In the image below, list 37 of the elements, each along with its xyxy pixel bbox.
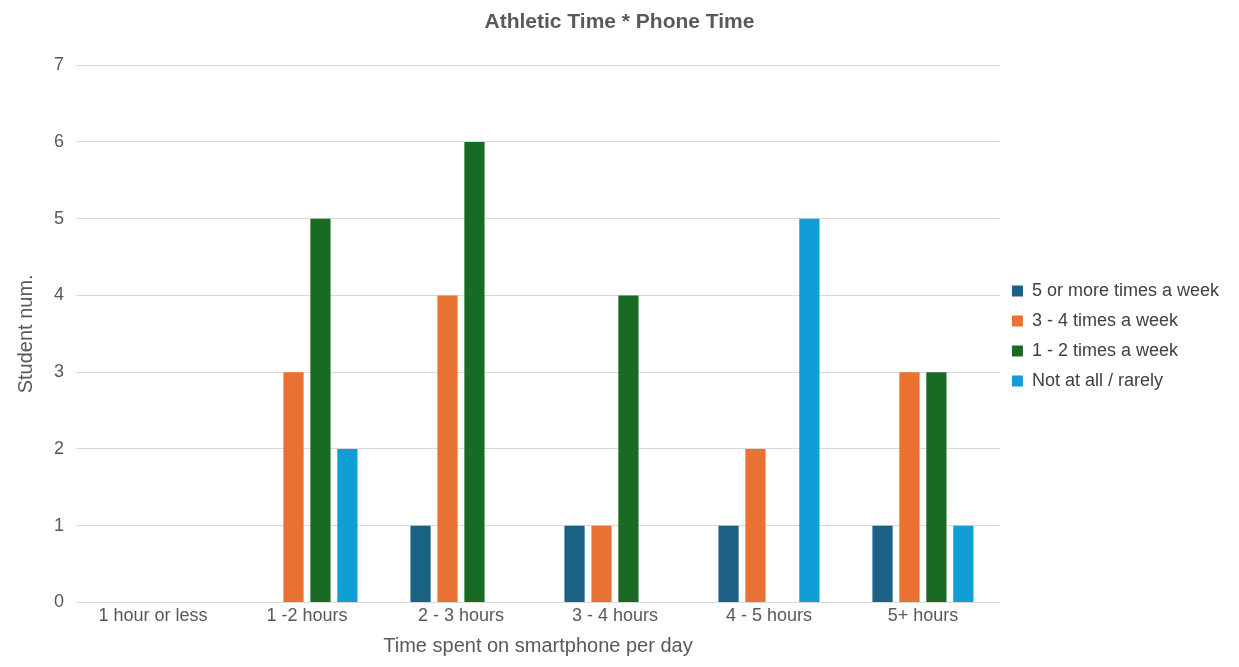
bar	[953, 525, 974, 602]
x-tick-label: 4 - 5 hours	[725, 605, 812, 626]
bar	[899, 372, 920, 602]
bar	[464, 141, 485, 602]
y-tick-label: 3	[54, 361, 65, 382]
bar	[799, 218, 820, 602]
bar	[872, 525, 893, 602]
x-tick-label: 1 hour or less	[98, 605, 208, 626]
y-tick-label: 1	[54, 514, 65, 535]
bar	[718, 525, 739, 602]
y-axis-title: Student num.	[13, 274, 36, 394]
bar	[310, 218, 331, 602]
legend-label: Not at all / rarely	[1031, 369, 1163, 390]
bar	[410, 525, 431, 602]
legend-label: 3 - 4 times a week	[1031, 309, 1179, 330]
y-tick-label: 7	[54, 54, 65, 75]
x-tick-label: 1 -2 hours	[266, 605, 348, 626]
bar	[564, 525, 585, 602]
bar	[437, 295, 458, 602]
x-tick-label: 3 - 4 hours	[571, 605, 658, 626]
y-tick-label: 5	[54, 207, 65, 228]
y-tick-label: 4	[54, 284, 65, 305]
x-axis-title: Time spent on smartphone per day	[383, 633, 693, 656]
chart-title: Athletic Time * Phone Time	[484, 9, 755, 33]
x-tick-label: 2 - 3 hours	[417, 605, 504, 626]
y-tick-label: 2	[54, 437, 65, 458]
y-tick-label: 6	[54, 130, 65, 151]
bar	[591, 525, 612, 602]
y-tick-label: 0	[54, 591, 65, 612]
bar	[618, 295, 639, 602]
bar	[745, 448, 766, 602]
bar	[337, 448, 358, 602]
legend-label: 1 - 2 times a week	[1031, 339, 1179, 360]
bar	[926, 372, 947, 602]
x-tick-label: 5+ hours	[887, 605, 959, 626]
legend-label: 5 or more times a week	[1031, 279, 1220, 300]
bar	[283, 372, 304, 602]
